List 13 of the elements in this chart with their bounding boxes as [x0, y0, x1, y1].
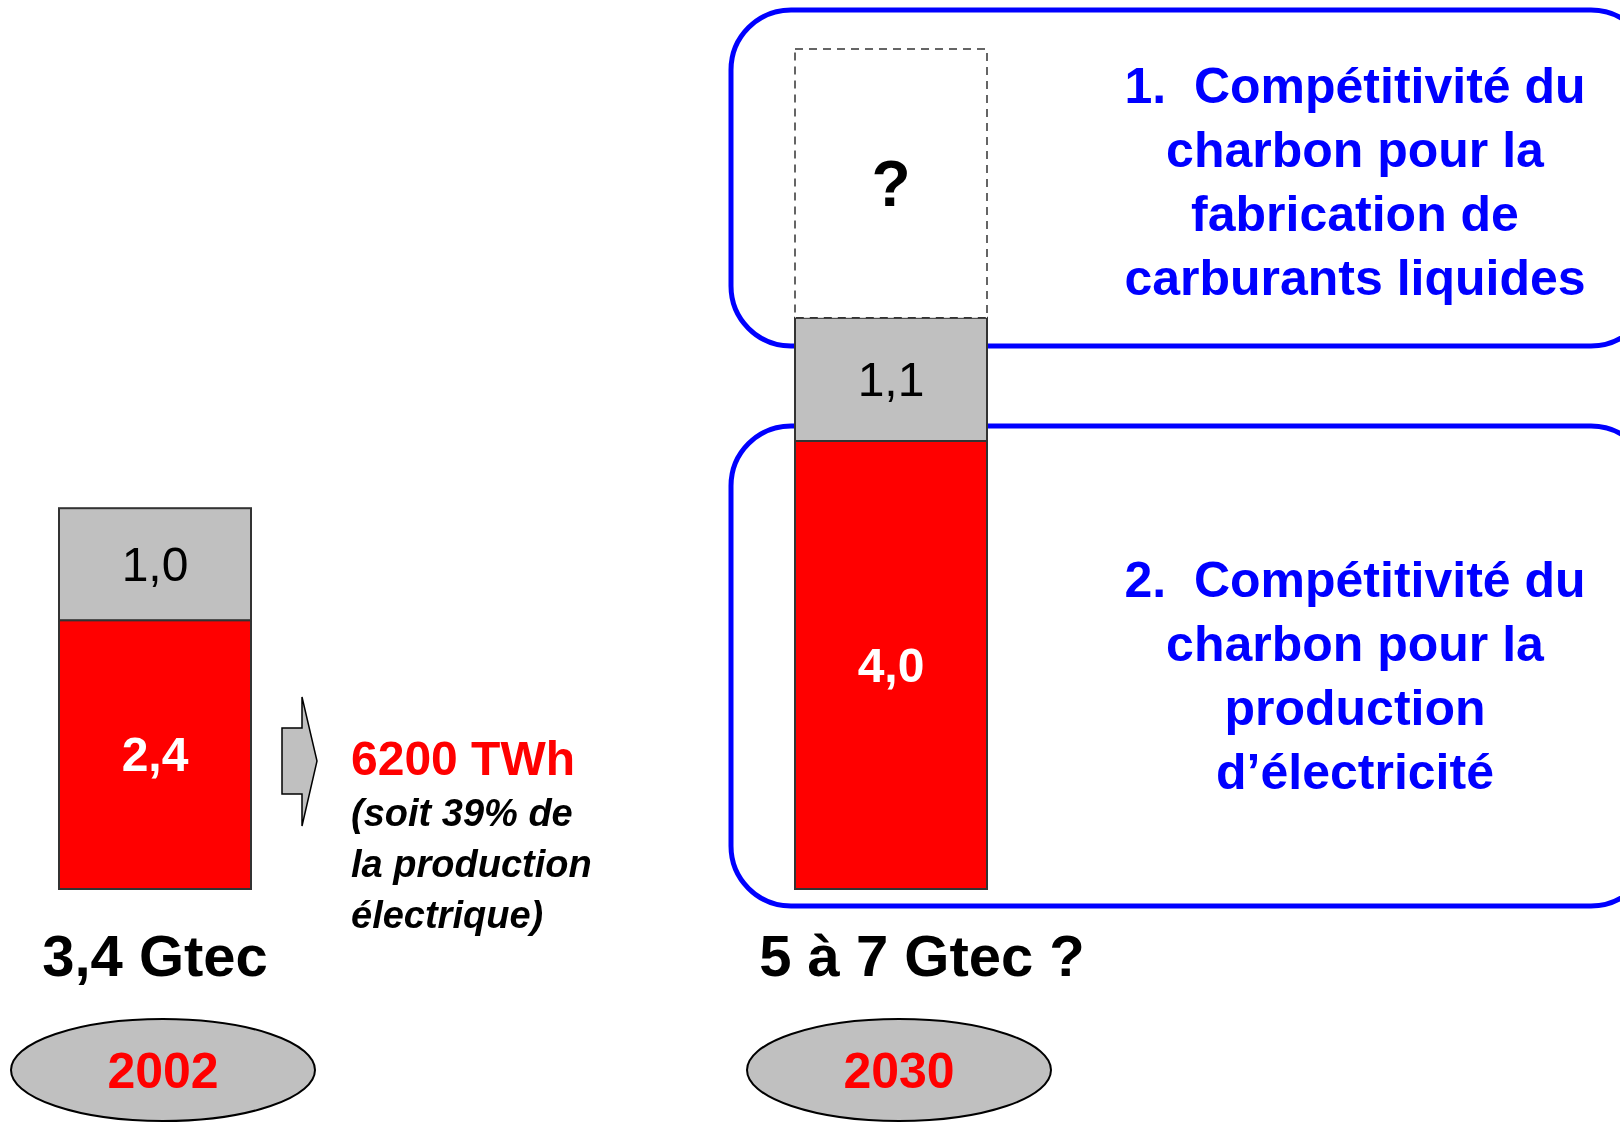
annotation: 2. Compétitivité du charbon pour la production d’électricité: [1124, 552, 1586, 800]
total-label: 3,4 Gtec: [42, 923, 268, 988]
data-label: 1,1: [857, 353, 925, 407]
data-label: 2,4: [121, 728, 189, 782]
data-label: 1,0: [121, 538, 189, 591]
x-tick-label: 2002: [107, 1042, 219, 1099]
annotation: 6200 TWh: [351, 732, 576, 785]
x-tick-label: 2030: [843, 1042, 955, 1099]
annotation: 1. Compétitivité du charbon pour la fabrication de carburants liquides: [1124, 58, 1586, 306]
data-label: ?: [871, 147, 911, 220]
annotation: (soit 39% de la production électrique): [351, 792, 592, 936]
data-label: 4,0: [857, 638, 925, 692]
total-label: 5 à 7 Gtec ?: [759, 923, 1085, 988]
